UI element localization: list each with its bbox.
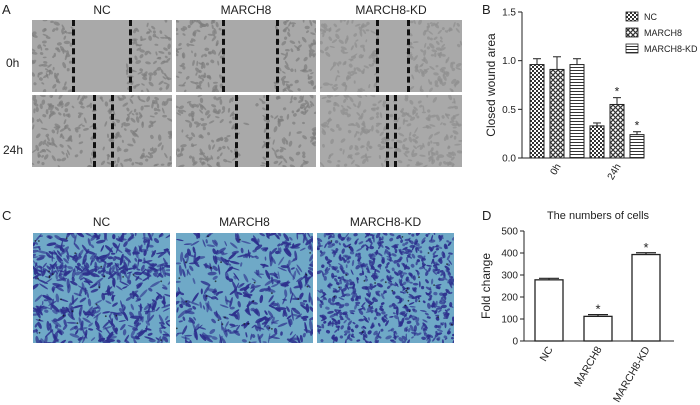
x-tick-label: MARCH8 — [572, 344, 605, 389]
scratch-image-march8-kd-0h — [320, 20, 462, 92]
bar — [569, 64, 585, 159]
bar — [529, 64, 545, 159]
wound-edge-line — [386, 95, 389, 167]
wound-edge-line — [235, 95, 238, 167]
wound-edge-line — [93, 95, 96, 167]
legend-swatch — [625, 43, 639, 54]
bar — [609, 103, 625, 159]
panel-a-column-nc: NC — [93, 3, 111, 17]
wound-edge-line — [407, 20, 410, 92]
y-tick-label: 500 — [501, 227, 518, 238]
scratch-image-march8-24h — [176, 95, 316, 167]
bar — [631, 253, 661, 342]
bar — [583, 315, 613, 342]
stain-image-march8 — [176, 233, 313, 343]
panel-c-letter: C — [2, 208, 12, 223]
y-tick-label: 300 — [501, 271, 518, 282]
significance-star: * — [643, 240, 648, 255]
chart-title: The numbers of cells — [547, 210, 650, 222]
bar — [549, 68, 565, 159]
y-tick-label: 200 — [501, 293, 518, 304]
panel-c-column-march8-kd: MARCH8-KD — [349, 215, 422, 229]
y-tick-label: 0 — [512, 337, 518, 348]
significance-star: * — [635, 119, 640, 133]
panel-b-letter: B — [482, 2, 491, 17]
scratch-image-nc-0h — [32, 20, 172, 92]
wound-edge-line — [266, 95, 269, 167]
y-tick-label: 100 — [501, 315, 518, 326]
bar — [589, 125, 605, 159]
legend-swatch — [625, 27, 639, 38]
x-tick-label: 0h — [549, 162, 564, 177]
panel-a-column-march8-kd: MARCH8-KD — [355, 3, 427, 17]
significance-star: * — [595, 302, 600, 317]
bar — [629, 134, 645, 159]
legend-label: NC — [644, 12, 657, 22]
wound-edge-line — [394, 95, 397, 167]
wound-edge-line — [129, 20, 132, 92]
y-axis-label: Closed wound area — [484, 33, 498, 137]
closed-wound-area-chart: 0.0 0.5 1.0 1.5 Closed wound area 0h * * 24h NC MA… — [484, 8, 698, 182]
scratch-image-march8-kd-24h — [320, 95, 462, 167]
panel-c-column-march8: MARCH8 — [219, 215, 270, 229]
wound-edge-line — [111, 95, 114, 167]
panel-c-column-nc: NC — [92, 215, 111, 229]
stain-image-nc — [33, 233, 170, 343]
y-tick-label: 400 — [501, 249, 518, 260]
panel-a-row-0h: 0h — [6, 56, 20, 70]
y-axis-label: Fold change — [479, 253, 493, 319]
bar — [534, 279, 564, 342]
wound-edge-line — [72, 20, 75, 92]
legend-label: MARCH8 — [644, 28, 682, 38]
x-tick-label: 24h — [606, 162, 624, 182]
y-tick-label: 0.0 — [502, 154, 516, 165]
scratch-image-march8-0h — [176, 20, 316, 92]
panel-a-column-march8: MARCH8 — [220, 3, 272, 17]
wound-edge-line — [376, 20, 379, 92]
panel-d-letter: D — [482, 208, 492, 223]
legend-swatch — [625, 11, 639, 22]
significance-star: * — [615, 85, 620, 99]
panel-a-row-24h: 24h — [3, 143, 24, 157]
wound-edge-line — [276, 20, 279, 92]
wound-edge-line — [222, 20, 225, 92]
scratch-image-nc-24h — [32, 95, 172, 167]
stain-image-march8-kd — [317, 233, 454, 343]
x-tick-label: NC — [538, 344, 556, 363]
legend-label: MARCH8-KD — [644, 44, 698, 54]
y-tick-label: 1.5 — [502, 8, 516, 19]
y-tick-label: 1.0 — [502, 56, 516, 67]
panel-a-letter: A — [2, 2, 11, 17]
x-tick-label: MARCH8-KD — [611, 344, 653, 404]
y-tick-label: 0.5 — [502, 105, 516, 116]
cell-numbers-chart: The numbers of cells 0 100 200 300 400 500 Fold… — [479, 210, 674, 405]
